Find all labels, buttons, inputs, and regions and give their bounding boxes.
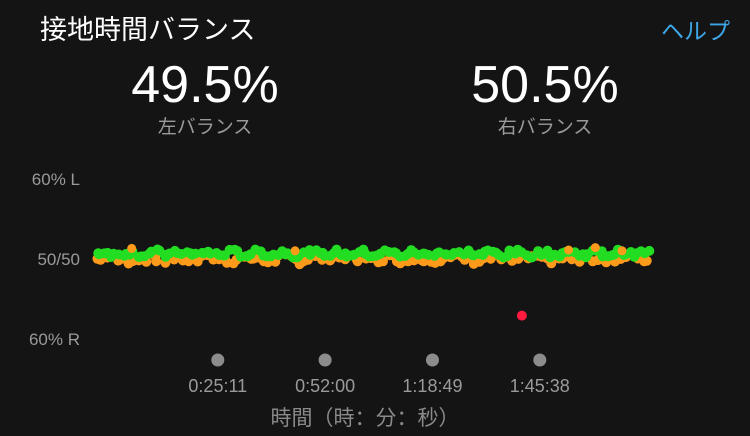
outlier-data-point	[516, 310, 527, 321]
right-balance-value: 50.5%	[471, 56, 619, 114]
x-tick-dot	[211, 353, 225, 367]
left-balance-stat: 49.5% 左バランス	[85, 54, 325, 138]
orange-data-point	[127, 243, 137, 253]
page-title: 接地時間バランス	[40, 15, 256, 46]
right-balance-label: 右バランス	[497, 116, 593, 138]
y-label-left: 60% L	[32, 170, 80, 189]
left-balance-label: 左バランス	[157, 116, 253, 138]
x-tick-label: 1:18:49	[402, 376, 462, 396]
balance-chart: 60% L 50/50 60% R 0:25:11 0:52:00 1:18:49 1:4…	[29, 170, 655, 430]
orange-data-point	[617, 246, 627, 256]
x-axis-title: 時間（時：分：秒）	[271, 407, 460, 430]
x-tick-label: 0:25:11	[188, 376, 247, 396]
x-tick-label: 0:52:00	[295, 376, 355, 396]
x-tick-dot	[425, 353, 439, 367]
data-points	[92, 243, 655, 321]
y-label-right: 60% R	[29, 330, 80, 349]
x-tick-dot	[318, 353, 332, 367]
x-tick-dot	[533, 353, 547, 367]
right-balance-stat: 50.5% 右バランス	[425, 54, 665, 138]
orange-data-point	[378, 256, 388, 267]
orange-data-point	[290, 246, 300, 256]
orange-data-point	[641, 255, 652, 266]
help-link[interactable]: ヘルプ	[661, 19, 730, 45]
orange-data-point	[590, 243, 600, 253]
orange-data-point	[564, 245, 574, 255]
orange-data-point	[151, 256, 162, 267]
left-balance-value: 49.5%	[131, 56, 279, 114]
y-axis-labels: 60% L 50/50 60% R	[29, 170, 80, 349]
y-label-center: 50/50	[37, 250, 80, 269]
x-tick-label: 1:45:38	[510, 376, 570, 396]
x-axis: 0:25:11 0:52:00 1:18:49 1:45:38	[188, 353, 570, 396]
green-data-point	[644, 245, 655, 256]
green-data-point	[527, 252, 538, 263]
